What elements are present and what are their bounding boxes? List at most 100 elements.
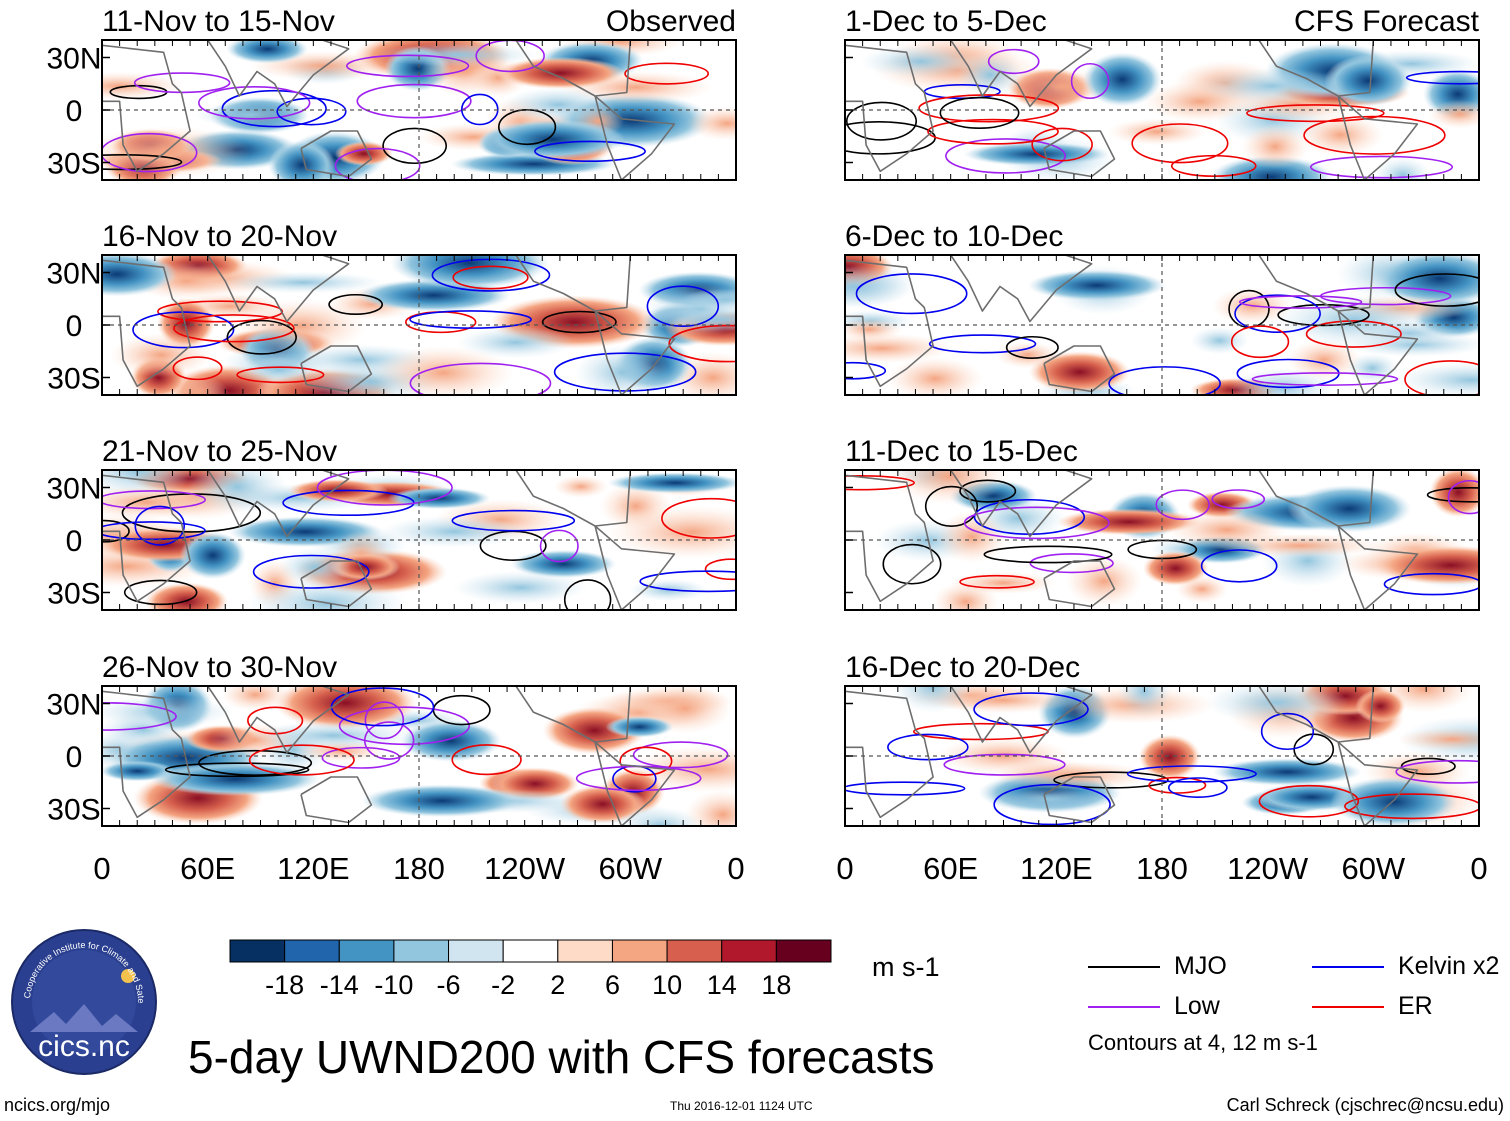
easterly-anomaly-blob [361, 784, 523, 818]
kelvin-contour [1234, 294, 1321, 333]
anomaly-field [845, 470, 1479, 610]
coastline [594, 310, 676, 395]
er-contour [1170, 154, 1257, 177]
westerly-anomaly-blob [221, 686, 290, 711]
kelvin-contour [409, 310, 532, 329]
easterly-anomaly-blob [860, 44, 980, 79]
low-contour [1155, 489, 1210, 521]
easterly-anomaly-blob [1205, 686, 1349, 725]
mjo-contour [541, 310, 617, 334]
westerly-anomaly-blob [1355, 688, 1406, 724]
westerly-anomaly-blob [1107, 118, 1208, 146]
easterly-anomaly-blob [501, 87, 616, 123]
colorbar-tick-label: 14 [707, 970, 737, 1000]
colorbar-tick-label: 2 [550, 970, 565, 1000]
easterly-anomaly-blob [1228, 368, 1336, 395]
easterly-anomaly-blob [226, 40, 309, 64]
low-contour [963, 506, 1110, 540]
er-contour [918, 94, 1060, 123]
er-contour [927, 118, 1059, 145]
easterly-anomaly-blob [1082, 52, 1162, 107]
er-contour [1131, 123, 1229, 164]
er-contour [451, 744, 522, 776]
coastline [949, 255, 1093, 323]
legend-item-mjo: MJO [1088, 952, 1227, 981]
westerly-anomaly-blob [110, 333, 213, 378]
low-contour [334, 147, 421, 180]
mjo-contour [1053, 771, 1169, 789]
westerly-anomaly-blob [372, 345, 514, 395]
coastline [206, 470, 350, 538]
er-contour [1258, 784, 1360, 818]
mjo-contour [882, 543, 942, 585]
easterly-anomaly-blob [150, 762, 321, 796]
panel-period-title: 16-Nov to 20-Nov [102, 220, 337, 253]
kelvin-contour [639, 570, 736, 593]
easterly-anomaly-blob [605, 716, 674, 738]
y-tick-label: 30S [47, 363, 100, 396]
anomaly-field [845, 686, 1479, 826]
panel-period-title: 6-Dec to 10-Dec [845, 220, 1063, 253]
westerly-anomaly-blob [144, 582, 229, 610]
website-link[interactable]: ncics.org/mjo [4, 1095, 111, 1115]
panel-forecast-2: 11-Dec to 15-Dec [844, 435, 1480, 611]
coastline [206, 255, 350, 323]
kelvin-contour [431, 258, 551, 292]
er-contour [1031, 127, 1093, 162]
westerly-anomaly-blob [274, 686, 418, 730]
coastline [845, 474, 934, 603]
coastline [102, 690, 191, 819]
contour-note: Contours at 4, 12 m s-1 [1088, 1030, 1318, 1055]
anomaly-field [845, 40, 1479, 180]
colorbar-swatch [448, 939, 504, 963]
easterly-anomaly-blob [186, 470, 289, 514]
westerly-anomaly-blob [936, 510, 1008, 563]
colorbar-swatch [557, 939, 613, 963]
cics-logo: Cooperative Institute for Climate and Sa… [7, 920, 158, 1076]
colorbar-tick-label: -10 [374, 970, 413, 1000]
er-contour [1246, 104, 1385, 123]
kelvin-contour [1260, 712, 1315, 751]
easterly-anomaly-blob [244, 356, 314, 383]
legend-item-low: Low [1088, 992, 1220, 1021]
westerly-anomaly-blob [497, 56, 625, 90]
low-contour [1070, 62, 1110, 100]
colorbar-tick-label: -18 [265, 970, 304, 1000]
er-contour [236, 366, 325, 384]
westerly-anomaly-blob [845, 317, 903, 341]
x-tick-label: 60E [923, 851, 978, 886]
easterly-anomaly-blob [891, 686, 974, 713]
timestamp: Thu 2016-12-01 1124 UTC [670, 1099, 813, 1113]
colorbar-swatch [284, 939, 340, 963]
coastline [1043, 560, 1116, 608]
legend-line-kelvin [1312, 965, 1384, 968]
coastline [949, 40, 1093, 108]
low-contour [102, 132, 198, 173]
easterly-anomaly-blob [390, 255, 550, 290]
legend-item-kelvin: Kelvin x2 [1312, 952, 1499, 981]
er-contour [661, 497, 736, 539]
er-contour [624, 62, 709, 85]
easterly-anomaly-blob [510, 549, 617, 579]
colorbar-tick-label: 10 [652, 970, 682, 1000]
x-tick-label: 120W [484, 851, 566, 886]
legend-line-er [1312, 1005, 1384, 1008]
kelvin-contour [845, 781, 966, 796]
low-contour [987, 48, 1040, 75]
mjo-contour [198, 749, 313, 776]
easterly-anomaly-blob [1324, 54, 1413, 107]
easterly-anomaly-blob [682, 288, 736, 310]
coastline [1337, 310, 1419, 395]
mjo-contour [164, 762, 310, 778]
mjo-contour [939, 96, 1020, 129]
y-tick-label: 0 [66, 525, 83, 558]
er-contour [247, 706, 304, 735]
easterly-anomaly-blob [1000, 788, 1102, 811]
westerly-anomaly-blob [1241, 124, 1309, 170]
easterly-anomaly-blob [1197, 67, 1346, 105]
kelvin-contour [923, 83, 1001, 100]
panel-period-title: 26-Nov to 30-Nov [102, 651, 337, 684]
er-contour [1148, 776, 1207, 794]
colorbar-tick-label: 18 [761, 970, 791, 1000]
